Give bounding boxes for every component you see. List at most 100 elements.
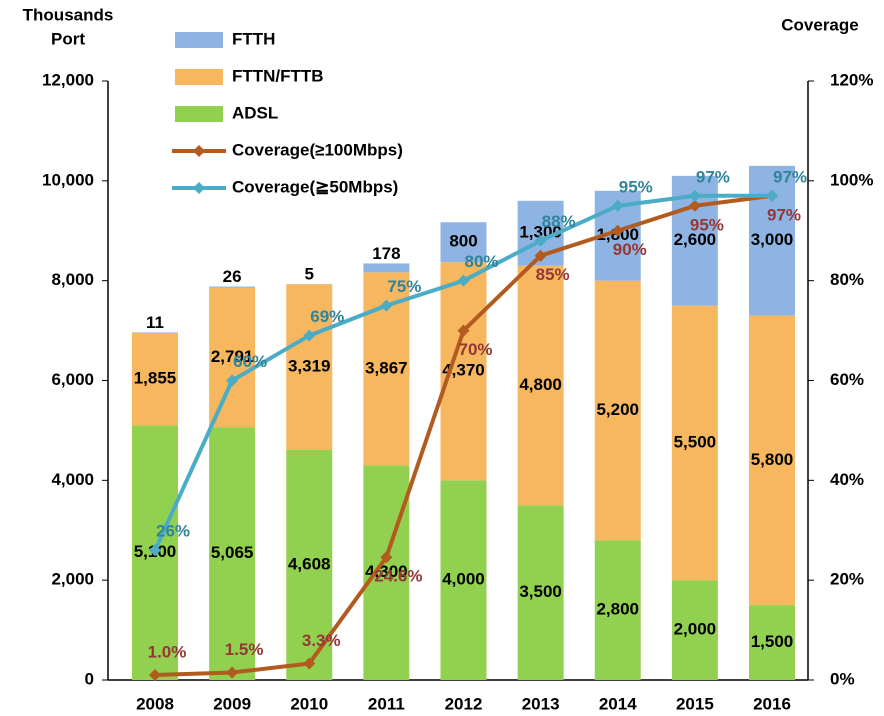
bar-segment — [209, 287, 256, 428]
line-marker — [611, 199, 624, 212]
y2-tick-label: 100% — [830, 170, 873, 189]
line-value-label: 26% — [156, 522, 190, 541]
bar-segment — [132, 332, 178, 426]
bar-value-label: 2,000 — [674, 620, 717, 639]
bar-segment — [363, 263, 410, 273]
bar-segment — [749, 605, 795, 680]
line-marker — [534, 249, 547, 262]
line-value-label: 95% — [619, 177, 653, 196]
y-tick-label: 8,000 — [51, 270, 94, 289]
y-tick-label: 6,000 — [51, 370, 94, 389]
line-marker — [766, 189, 778, 202]
bar-segment — [749, 315, 795, 606]
y2-tick-label: 80% — [830, 270, 864, 289]
x-tick-label: 2013 — [522, 694, 560, 713]
line-marker — [611, 224, 624, 237]
bar-value-label: 5,065 — [211, 543, 254, 562]
bar-value-label: 26 — [223, 267, 242, 286]
bar-value-label: 3,000 — [751, 230, 794, 249]
bar-value-label: 2,600 — [674, 230, 717, 249]
bar-segment — [440, 480, 487, 680]
legend-label: Coverage(≧50Mbps) — [232, 177, 398, 196]
line-marker — [380, 299, 393, 312]
x-tick-label: 2015 — [676, 694, 714, 713]
legend-marker — [193, 182, 205, 194]
x-tick-label: 2014 — [599, 694, 637, 713]
line-marker — [534, 234, 547, 247]
bar-value-label: 4,300 — [365, 562, 408, 581]
line-value-label: 95% — [690, 215, 724, 234]
line-value-label: 1.0% — [148, 642, 187, 661]
bar-segment — [286, 284, 333, 450]
legend-swatch — [175, 69, 223, 85]
line-value-label: 60% — [233, 352, 267, 371]
y-axis-title: Thousands — [23, 5, 114, 24]
bar-value-label: 2,800 — [596, 600, 639, 619]
y-axis-title: Port — [51, 29, 85, 48]
bar-value-label: 3,500 — [519, 582, 562, 601]
bar-value-label: 4,608 — [288, 554, 331, 573]
line-value-label: 70% — [458, 340, 492, 359]
bar-value-label: 2,791 — [211, 347, 254, 366]
line-marker — [303, 329, 316, 342]
bar-segment — [209, 286, 256, 288]
bar-segment — [671, 580, 718, 680]
line-value-label: 90% — [613, 240, 647, 259]
bar-value-label: 178 — [372, 244, 400, 263]
legend-label: Coverage(≥100Mbps) — [232, 140, 403, 159]
y2-axis-title: Coverage — [781, 15, 858, 34]
line-marker — [688, 189, 701, 202]
line-value-label: 3.3% — [302, 631, 341, 650]
legend-label: ADSL — [232, 103, 278, 122]
line-marker — [688, 199, 701, 212]
legend-swatch — [175, 32, 223, 48]
line-marker — [457, 274, 470, 287]
x-tick-label: 2009 — [213, 694, 251, 713]
line-value-label: 97% — [773, 167, 807, 186]
legend-swatch — [175, 106, 223, 122]
line-value-label: 97% — [767, 205, 801, 224]
line-value-label: 75% — [387, 277, 421, 296]
bar-segment — [517, 505, 564, 680]
y2-tick-label: 60% — [830, 370, 864, 389]
bar-value-label: 1,855 — [134, 369, 177, 388]
line-marker — [226, 374, 239, 387]
bar-segment — [363, 465, 410, 680]
line-value-label: 80% — [464, 252, 498, 271]
y2-tick-label: 120% — [830, 70, 873, 89]
bar-segment — [440, 222, 487, 263]
line-marker — [226, 666, 239, 679]
bar-segment — [594, 280, 641, 541]
bar-value-label: 800 — [449, 232, 477, 251]
line-marker — [149, 669, 161, 682]
bar-segment — [594, 540, 641, 680]
bar-value-label: 4,800 — [519, 375, 562, 394]
y-tick-label: 2,000 — [51, 570, 94, 589]
x-tick-label: 2012 — [445, 694, 483, 713]
line-value-label: 97% — [696, 167, 730, 186]
line-value-label: 1.5% — [225, 640, 264, 659]
line-marker — [149, 544, 161, 557]
legend-label: FTTN/FTTB — [232, 66, 324, 85]
x-tick-label: 2011 — [368, 694, 405, 713]
legend-label: FTTH — [232, 29, 275, 48]
line-value-label: 85% — [536, 265, 570, 284]
y-tick-label: 4,000 — [51, 470, 94, 489]
bar-value-label: 5 — [305, 265, 314, 284]
y2-tick-label: 20% — [830, 570, 864, 589]
bar-value-label: 3,867 — [365, 358, 408, 377]
bar-segment — [209, 427, 256, 680]
legend-marker — [193, 145, 205, 157]
line-marker — [380, 551, 393, 564]
line-marker — [457, 324, 470, 337]
bar-segment — [132, 332, 178, 333]
x-tick-label: 2008 — [136, 694, 174, 713]
bar-value-label: 5,800 — [751, 450, 794, 469]
x-tick-label: 2010 — [290, 694, 328, 713]
y-tick-label: 0 — [85, 669, 94, 688]
bar-value-label: 5,500 — [674, 432, 717, 451]
line-marker — [303, 657, 316, 670]
bar-value-label: 11 — [146, 313, 164, 332]
y2-tick-label: 40% — [830, 470, 864, 489]
